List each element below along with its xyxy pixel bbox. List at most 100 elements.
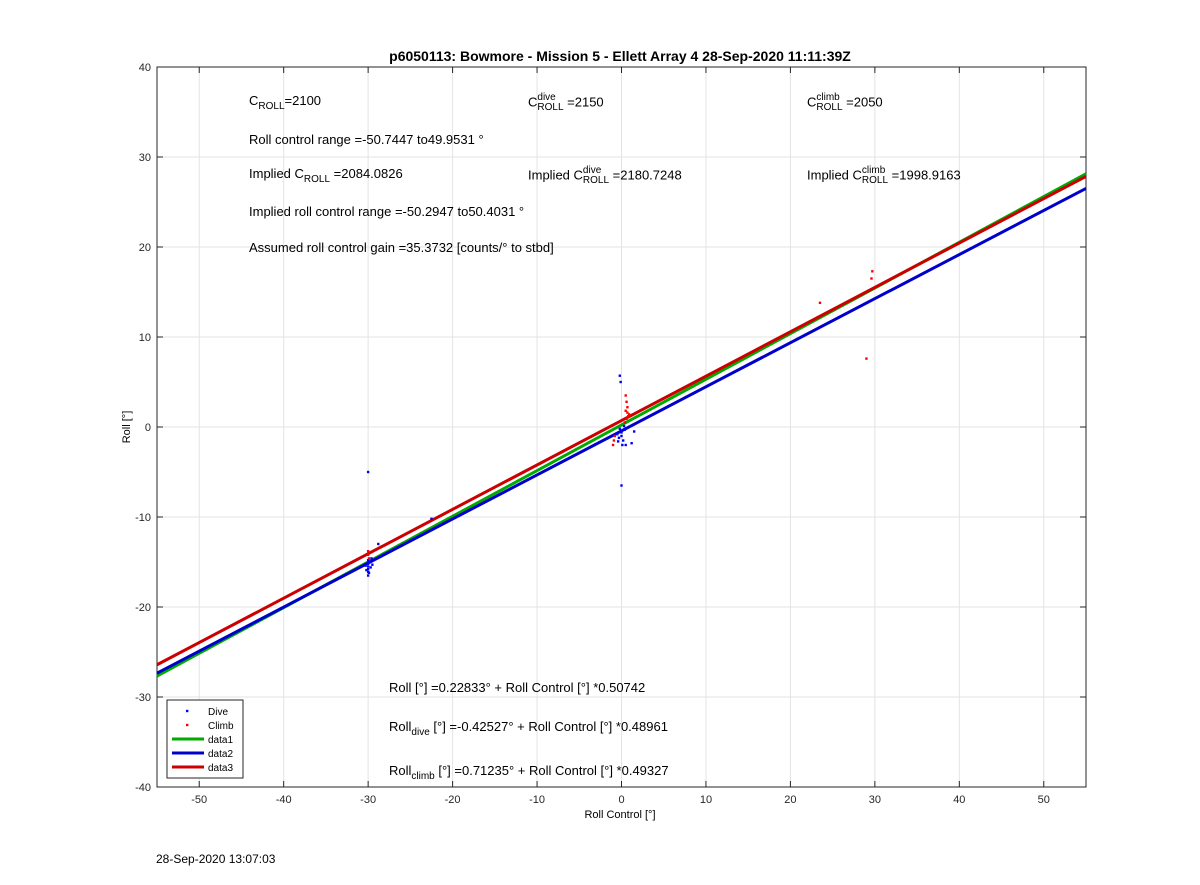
dive-point bbox=[630, 442, 633, 445]
legend-label: data1 bbox=[208, 735, 233, 746]
c-symbol: C bbox=[528, 94, 538, 110]
dive-point bbox=[620, 434, 623, 438]
fit-line-data2 bbox=[156, 187, 1087, 675]
y-axis-label: Roll [°] bbox=[121, 411, 133, 444]
dive-point bbox=[623, 428, 627, 431]
climb-point bbox=[366, 553, 370, 556]
y-tick-label: -20 bbox=[135, 602, 151, 614]
roll-control-range-annotation: Roll control range =-50.7447 to49.9531 ° bbox=[249, 132, 484, 147]
dive-point bbox=[632, 430, 636, 433]
equation-dive-rest: [°] =-0.42527° + Roll Control [°] *0.489… bbox=[429, 719, 668, 734]
dive-point bbox=[366, 565, 370, 568]
equation-climb: Rollclimb [°] =0.71235° + Roll Control [… bbox=[389, 763, 669, 782]
dive-point bbox=[622, 424, 626, 428]
dive-point bbox=[618, 374, 622, 377]
x-tick-label: 50 bbox=[1038, 794, 1050, 806]
dive-point bbox=[366, 559, 370, 562]
dive-superscript: dive bbox=[537, 92, 556, 103]
dive-point bbox=[617, 436, 621, 439]
roll-subscript: ROLL bbox=[303, 174, 331, 185]
dive-point bbox=[366, 574, 370, 577]
y-tick-label: -10 bbox=[135, 512, 151, 524]
legend-label: Dive bbox=[208, 707, 228, 718]
implied-prefix: Implied bbox=[528, 167, 574, 183]
y-tick-label: 10 bbox=[139, 332, 151, 344]
y-tick-label: 40 bbox=[139, 62, 151, 74]
axes-frame bbox=[156, 66, 1087, 788]
legend-label: Climb bbox=[208, 721, 234, 732]
x-tick-label: 10 bbox=[700, 794, 712, 806]
c-symbol: C bbox=[249, 93, 259, 108]
x-tick-label: -40 bbox=[276, 794, 292, 806]
c-roll-annotation: CROLL=2100 bbox=[249, 93, 322, 112]
implied-c-roll-dive-value: =2180.7248 bbox=[612, 167, 682, 183]
climb-point bbox=[366, 550, 370, 553]
climb-point bbox=[626, 406, 629, 409]
print-timestamp: 28-Sep-2020 13:07:03 bbox=[156, 852, 276, 866]
dive-point bbox=[370, 557, 373, 560]
x-tick-label: -50 bbox=[191, 794, 207, 806]
x-tick-label: -10 bbox=[529, 794, 545, 806]
y-tick-label: -30 bbox=[135, 692, 151, 704]
dive-point bbox=[430, 517, 433, 520]
y-tick-label: 0 bbox=[145, 422, 151, 434]
dive-subscript: dive bbox=[411, 727, 430, 738]
implied-prefix: Implied bbox=[807, 167, 853, 183]
dive-point bbox=[364, 564, 367, 567]
data-points bbox=[364, 270, 874, 577]
dive-point bbox=[371, 563, 374, 566]
x-axis-label: Roll Control [°] bbox=[584, 809, 655, 821]
climb-point bbox=[613, 434, 616, 438]
climb-point bbox=[624, 409, 627, 412]
climb-point bbox=[624, 394, 627, 397]
climb-point bbox=[818, 301, 822, 304]
roll-subscript: ROLL bbox=[258, 101, 285, 112]
roll-subscript: ROLL bbox=[537, 102, 564, 113]
dive-point bbox=[369, 566, 372, 569]
fit-lines bbox=[156, 172, 1087, 678]
climb-point bbox=[627, 415, 630, 418]
equation-climb-rest: [°] =0.71235° + Roll Control [°] *0.4932… bbox=[434, 763, 669, 778]
x-tick-label: 30 bbox=[869, 794, 881, 806]
climb-point bbox=[367, 557, 371, 560]
dive-point bbox=[367, 571, 371, 574]
climb-subscript: climb bbox=[411, 771, 435, 782]
gain-annotation: Assumed roll control gain =35.3732 [coun… bbox=[249, 240, 554, 255]
legend-label: data3 bbox=[208, 763, 233, 774]
c-symbol: C bbox=[573, 167, 583, 183]
climb-point bbox=[626, 411, 629, 414]
climb-point bbox=[612, 439, 616, 442]
roll-subscript: ROLL bbox=[816, 102, 843, 113]
roll-symbol: Roll bbox=[389, 763, 412, 778]
x-tick-label: 40 bbox=[953, 794, 965, 806]
implied-range-annotation: Implied roll control range =-50.2947 to5… bbox=[249, 204, 525, 219]
dive-point bbox=[621, 443, 624, 447]
climb-point bbox=[870, 277, 873, 280]
dive-point bbox=[368, 560, 372, 564]
tick-labels: -50 -40 -30 -20 -10 0 10 20 30 40 50 -40 -30 -20 -10 0 1… bbox=[135, 62, 1050, 806]
climb-point bbox=[625, 417, 628, 421]
c-symbol: C bbox=[807, 94, 817, 110]
x-tick-label: 0 bbox=[618, 794, 624, 806]
implied-c-roll-climb-value: =1998.9163 bbox=[891, 167, 961, 183]
roll-subscript: ROLL bbox=[861, 175, 889, 186]
fit-line-data3 bbox=[156, 175, 1087, 667]
climb-point bbox=[871, 270, 874, 273]
dive-point bbox=[618, 427, 622, 430]
y-tick-label: 20 bbox=[139, 242, 151, 254]
c-roll-value: =2100 bbox=[284, 93, 322, 108]
dive-point bbox=[620, 484, 623, 487]
axes-box bbox=[156, 66, 1087, 788]
implied-c-roll-annotation: Implied CROLL =2084.0826 bbox=[249, 166, 403, 185]
climb-point bbox=[627, 413, 631, 416]
y-tick-label: -40 bbox=[135, 782, 151, 794]
climb-point bbox=[611, 443, 615, 447]
legend: Dive Climb data1 data2 data3 bbox=[166, 699, 244, 779]
implied-prefix: Implied bbox=[249, 166, 295, 181]
x-tick-label: -30 bbox=[360, 794, 376, 806]
